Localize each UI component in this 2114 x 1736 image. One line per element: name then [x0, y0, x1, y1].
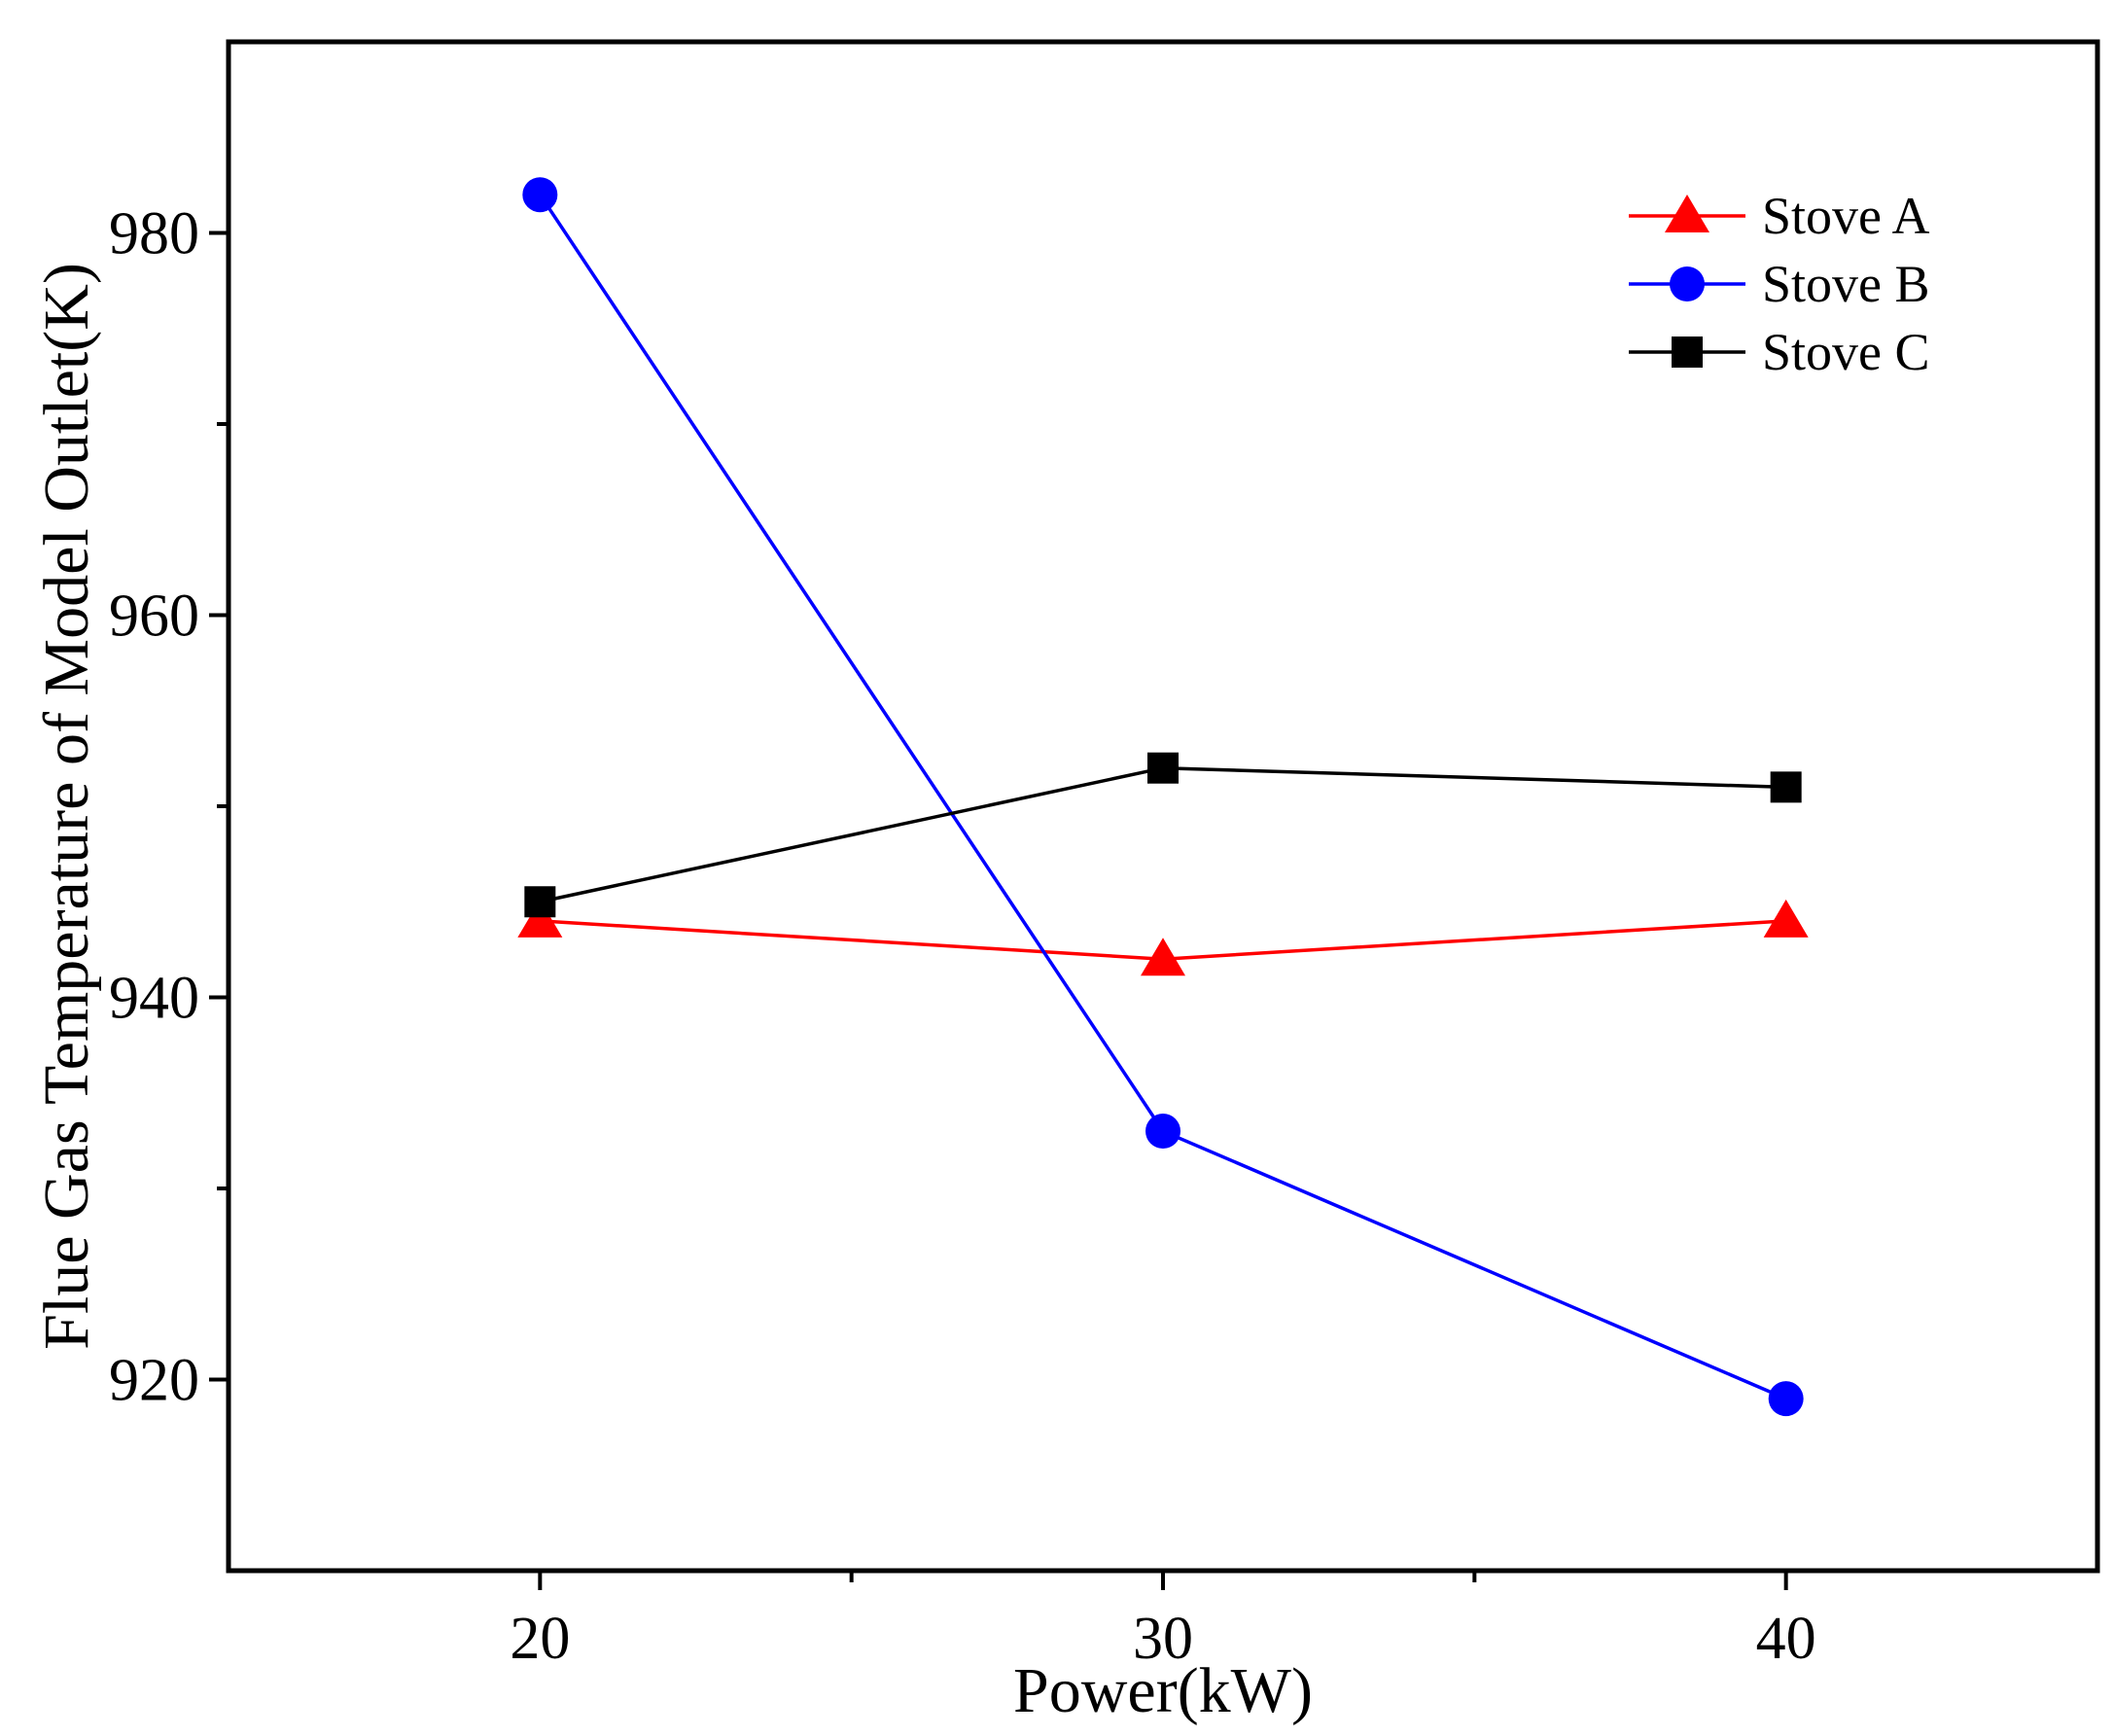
x-axis-title: Power(kW): [1013, 1655, 1313, 1726]
data-point-stove-a: [517, 899, 563, 938]
legend-marker: [1670, 266, 1705, 301]
x-tick-label: 30: [1133, 1606, 1193, 1672]
data-point-stove-c: [1147, 752, 1179, 784]
x-axis: 20 30 40: [510, 1571, 1816, 1672]
series-layer: [517, 177, 1809, 1417]
x-tick-label: 40: [1756, 1606, 1816, 1672]
legend-item-stove-b: Stove B: [1629, 255, 1930, 313]
series-stove-c: [539, 765, 1786, 903]
legend-marker: [1672, 337, 1703, 368]
data-point-stove-c: [1770, 771, 1802, 803]
series-line-stove-b: [538, 194, 1787, 1400]
data-point-stove-b: [522, 177, 558, 213]
legend: Stove A Stove B Stove C: [1629, 187, 1930, 381]
x-tick-label: 20: [510, 1606, 570, 1672]
legend-marker: [1665, 195, 1709, 232]
y-axis-title: Flue Gas Temperature of Model Outlet(K): [31, 263, 102, 1350]
legend-label: Stove C: [1762, 323, 1930, 381]
legend-label: Stove A: [1762, 187, 1930, 245]
y-axis: 920 940 960 980: [109, 201, 229, 1414]
y-tick-label: 920: [109, 1348, 199, 1414]
data-point-stove-c: [524, 886, 556, 918]
legend-item-stove-a: Stove A: [1629, 187, 1930, 245]
data-point-stove-b: [1768, 1381, 1804, 1417]
data-point-stove-b: [1145, 1114, 1180, 1150]
data-point-stove-a: [1763, 899, 1809, 938]
data-point-stove-a: [1141, 938, 1185, 976]
y-tick-label: 960: [109, 584, 199, 650]
markers-stove-a: [517, 899, 1809, 976]
series-stove-b: [538, 194, 1787, 1400]
y-tick-label: 940: [109, 966, 199, 1032]
legend-item-stove-c: Stove C: [1629, 323, 1930, 381]
series-line-stove-c: [539, 765, 1786, 903]
legend-label: Stove B: [1762, 255, 1930, 313]
markers-stove-c: [524, 752, 1802, 918]
y-tick-label: 980: [109, 201, 199, 267]
markers-stove-b: [522, 177, 1804, 1417]
